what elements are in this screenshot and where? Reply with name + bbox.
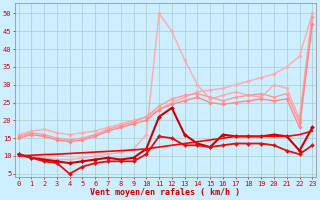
- X-axis label: Vent moyen/en rafales ( km/h ): Vent moyen/en rafales ( km/h ): [91, 188, 240, 197]
